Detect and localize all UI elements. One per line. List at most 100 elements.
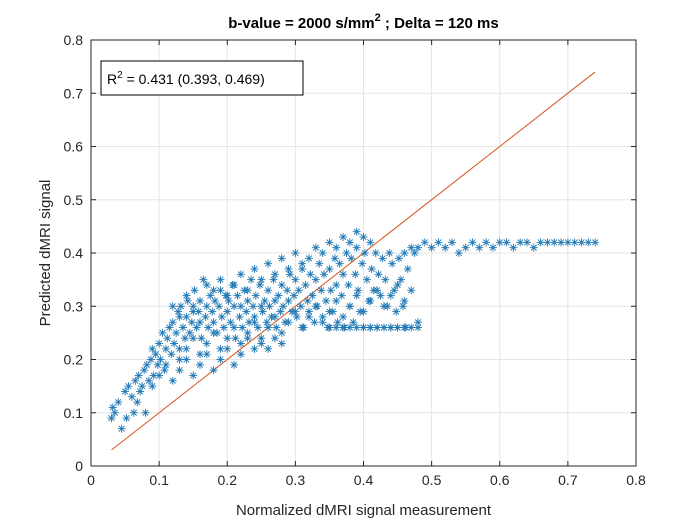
scatter-point (257, 275, 266, 284)
scatter-point (285, 270, 294, 279)
scatter-point (284, 264, 293, 273)
scatter-point (226, 318, 235, 327)
x-tick-label: 0.7 (558, 472, 578, 488)
scatter-point (189, 371, 198, 380)
scatter-point (182, 291, 191, 300)
scatter-point (388, 259, 397, 268)
y-tick-label: 0.5 (64, 192, 84, 208)
scatter-point (570, 238, 579, 247)
scatter-point (366, 323, 375, 332)
scatter-point (270, 270, 279, 279)
scatter-point (495, 238, 504, 247)
scatter-point (192, 323, 201, 332)
y-tick-label: 0.4 (64, 245, 84, 261)
scatter-point (305, 254, 313, 263)
scatter-point (294, 286, 303, 295)
scatter-point (219, 323, 228, 332)
scatter-point (298, 323, 307, 332)
scatter-point (359, 323, 368, 332)
scatter-point (163, 334, 172, 343)
scatter-point (250, 312, 259, 321)
scatter-point (161, 360, 170, 369)
scatter-point (381, 275, 390, 284)
scatter-point (216, 286, 225, 295)
scatter-point (393, 323, 402, 332)
scatter-point (260, 296, 269, 305)
scatter-point (373, 286, 382, 295)
scatter-point (151, 350, 160, 359)
scatter-point (352, 291, 361, 300)
scatter-point (138, 382, 147, 391)
scatter-point (400, 249, 409, 257)
scatter-point (577, 238, 586, 247)
scatter-point (208, 307, 217, 316)
scatter-point (385, 249, 394, 257)
x-tick-label: 0.3 (286, 472, 306, 488)
scatter-point (291, 275, 300, 284)
scatter-point (270, 312, 279, 321)
scatter-point (247, 275, 256, 284)
scatter-point (230, 360, 239, 369)
scatter-point (335, 259, 344, 268)
scatter-point (362, 275, 371, 284)
scatter-point (223, 307, 232, 316)
scatter-point (374, 270, 383, 279)
scatter-point (178, 323, 187, 332)
scatter-point (345, 238, 354, 247)
scatter-point (325, 238, 334, 247)
scatter-point (277, 254, 286, 263)
scatter-point (410, 249, 419, 257)
scatter-point (354, 286, 363, 295)
scatter-point (393, 280, 402, 289)
scatter-point (339, 270, 348, 279)
scatter-point (264, 286, 273, 295)
scatter-point (209, 318, 218, 327)
scatter-point (305, 312, 313, 321)
scatter-point (400, 323, 409, 332)
scatter-point (264, 323, 273, 332)
scatter-point (291, 307, 300, 316)
scatter-point (543, 238, 552, 247)
scatter-point (233, 291, 242, 300)
scatter-point (332, 323, 341, 332)
scatter-point (332, 280, 341, 289)
scatter-point (168, 376, 177, 385)
annotation-value: = 0.431 (0.393, 0.469) (123, 71, 265, 87)
scatter-point (325, 264, 334, 273)
scatter-point (209, 286, 218, 295)
scatter-point (399, 302, 408, 311)
scatter-point (303, 296, 312, 305)
scatter-point (311, 275, 320, 284)
scatter-point (175, 344, 184, 353)
scatter-point (196, 318, 204, 327)
scatter-point (414, 243, 422, 252)
scatter-point (488, 243, 497, 252)
scatter-point (250, 264, 259, 273)
scatter-point (202, 302, 211, 311)
scatter-point (216, 344, 225, 353)
scatter-point (236, 270, 245, 279)
scatter-point (441, 243, 450, 252)
scatter-point (301, 280, 310, 289)
scatter-point (251, 291, 260, 300)
scatter-point (502, 238, 511, 247)
scatter-point (196, 350, 204, 359)
scatter-point (427, 243, 436, 252)
scatter-point (230, 323, 239, 332)
scatter-point (448, 238, 457, 247)
scatter-point (279, 302, 288, 311)
scatter-point (584, 238, 593, 247)
scatter-point (238, 323, 247, 332)
scatter-point (215, 302, 224, 311)
scatter-point (292, 312, 301, 321)
y-tick-label: 0.8 (64, 32, 84, 48)
scatter-point (270, 296, 279, 305)
scatter-point (311, 302, 320, 311)
scatter-point (196, 296, 204, 305)
scatter-point (175, 312, 184, 321)
scatter-point (202, 280, 211, 289)
scatter-point (475, 243, 484, 252)
scatter-point (344, 280, 353, 289)
x-tick-label: 0.8 (626, 472, 646, 488)
scatter-point (253, 323, 262, 332)
